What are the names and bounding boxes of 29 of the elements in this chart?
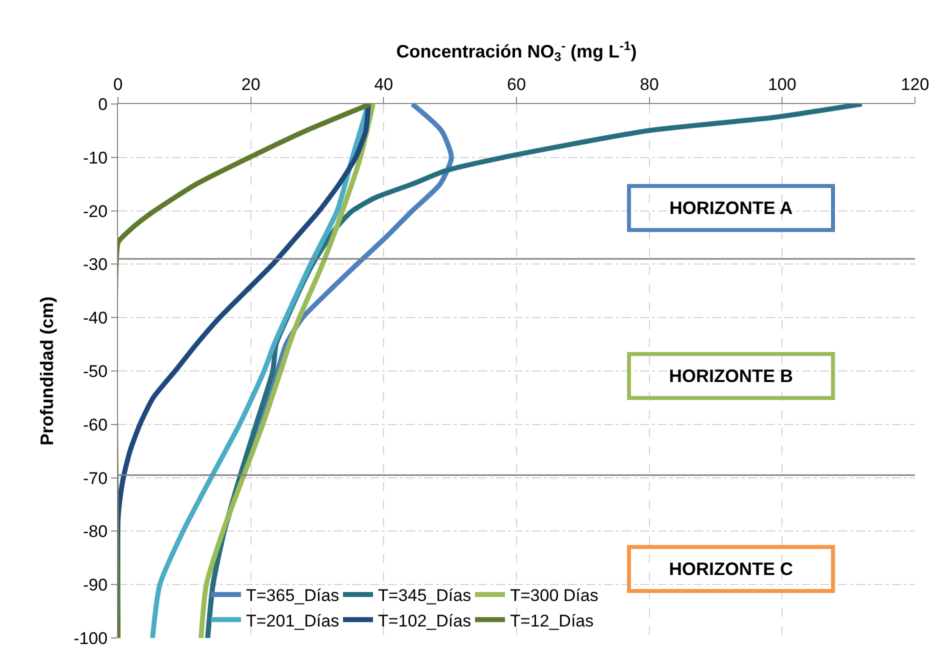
y-tick-label: -40 bbox=[83, 308, 108, 328]
y-axis-title: Profundidad (cm) bbox=[36, 296, 57, 446]
y-tick-label: -50 bbox=[83, 362, 108, 381]
y-tick-label: -70 bbox=[83, 468, 108, 488]
y-tick-label: -60 bbox=[83, 415, 108, 434]
x-tick-label: 120 bbox=[900, 75, 930, 94]
annotation: HORIZONTE A bbox=[669, 198, 793, 218]
legend-label: T=201_Días bbox=[246, 611, 340, 630]
legend-label: T=102_Días bbox=[378, 611, 472, 630]
x-tick-label: 0 bbox=[113, 75, 123, 94]
legend-label: T=365_Días bbox=[246, 586, 340, 606]
y-tick-label: -20 bbox=[83, 202, 108, 221]
legend-label: T=345_Días bbox=[378, 586, 472, 606]
x-tick-label: 40 bbox=[374, 75, 394, 94]
y-tick-label: -100 bbox=[74, 628, 108, 648]
annotation: HORIZONTE C bbox=[669, 559, 793, 579]
y-tick-label: -90 bbox=[83, 576, 108, 595]
y-tick-label: -10 bbox=[83, 148, 108, 168]
x-tick-label: 80 bbox=[640, 75, 659, 94]
x-tick-label: 20 bbox=[241, 75, 260, 94]
legend-label: T=12_Días bbox=[510, 611, 594, 630]
x-tick-label: 60 bbox=[507, 75, 526, 94]
y-tick-label: -30 bbox=[83, 255, 108, 274]
y-tick-label: -80 bbox=[83, 522, 108, 542]
legend-label: T=300 Días bbox=[510, 586, 598, 606]
y-tick-label: 0 bbox=[98, 94, 108, 114]
x-tick-label: 100 bbox=[768, 75, 796, 94]
x-axis-title: Concentración NO$_{3}$$^{-}$ (mg L$^{-1}$) bbox=[396, 38, 637, 64]
annotation: HORIZONTE B bbox=[669, 366, 793, 386]
